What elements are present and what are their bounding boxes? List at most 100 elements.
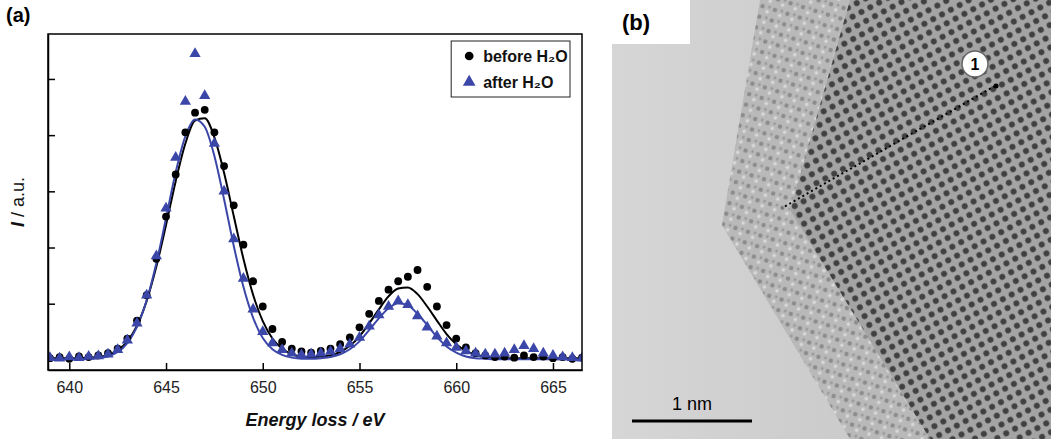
data-point — [489, 348, 500, 358]
data-point — [199, 89, 210, 99]
data-point — [181, 128, 189, 136]
data-point — [93, 349, 104, 359]
data-point — [189, 47, 200, 57]
data-point — [335, 342, 346, 352]
legend-symbol — [463, 75, 476, 86]
x-tick-mark — [553, 363, 555, 370]
y-axis-line — [48, 35, 50, 371]
image-background — [612, 0, 1051, 439]
data-point — [257, 325, 268, 335]
data-point — [218, 185, 229, 195]
data-point — [160, 202, 171, 212]
y-tick-mark — [48, 135, 55, 137]
x-tick-label: 640 — [56, 379, 83, 396]
data-point — [238, 272, 249, 282]
data-point — [567, 351, 578, 361]
y-tick-mark — [48, 191, 55, 193]
data-point — [364, 320, 375, 330]
x-tick: 660 — [443, 363, 470, 396]
legend-entry: before H₂O — [465, 48, 568, 65]
data-point — [356, 323, 364, 331]
data-point — [230, 201, 238, 209]
data-point — [451, 341, 462, 351]
x-axis-title: Energy loss / eV — [245, 410, 386, 430]
x-tick-label: 660 — [443, 379, 470, 396]
data-point — [259, 303, 267, 311]
panel-a: (a)640645650655660665Energy loss / eVI /… — [6, 4, 588, 430]
data-point — [325, 345, 336, 355]
data-point — [162, 213, 170, 221]
fit-line — [50, 119, 582, 359]
legend-label: before H₂O — [483, 48, 567, 65]
data-point — [220, 162, 228, 170]
data-point — [210, 128, 218, 136]
y-tick — [48, 248, 55, 249]
data-point — [443, 321, 451, 329]
x-tick-mark — [166, 363, 168, 370]
x-tick: 645 — [153, 363, 180, 396]
panel-label-box — [612, 0, 690, 44]
data-point — [412, 310, 423, 320]
x-axis: 640645650655660665 — [49, 363, 583, 396]
y-tick — [48, 135, 55, 136]
marker-label: 1 — [971, 56, 980, 73]
data-point — [73, 351, 84, 361]
panel-label: (b) — [622, 10, 650, 35]
data-point — [170, 151, 181, 161]
data-point — [509, 343, 520, 353]
data-point — [83, 350, 94, 360]
y-axis — [48, 35, 55, 371]
profile-line — [782, 86, 995, 208]
data-point — [480, 348, 491, 358]
data-point — [344, 338, 355, 348]
series-points — [48, 106, 582, 363]
y-tick — [48, 191, 55, 192]
x-tick: 665 — [540, 363, 567, 396]
data-point — [393, 294, 404, 304]
data-point — [54, 352, 65, 362]
data-point — [172, 171, 180, 179]
data-point — [209, 137, 220, 147]
data-point — [180, 95, 191, 105]
profile-end — [994, 84, 999, 89]
scale-bar-label: 1 nm — [672, 394, 712, 414]
data-point — [538, 347, 549, 357]
data-point — [122, 334, 133, 344]
data-point — [557, 351, 568, 361]
data-point — [112, 343, 123, 353]
data-point — [528, 342, 539, 352]
legend-box — [451, 41, 570, 97]
data-point — [228, 233, 239, 243]
x-tick-mark — [456, 363, 458, 370]
y-tick-mark — [48, 247, 55, 249]
legend-label: after H₂O — [483, 74, 553, 91]
data-point — [423, 283, 431, 291]
data-point — [276, 343, 287, 353]
x-tick: 640 — [56, 363, 83, 396]
data-point — [530, 353, 538, 361]
data-point — [404, 273, 412, 281]
figure: (a)640645650655660665Energy loss / eVI /… — [0, 0, 1051, 439]
data-point — [296, 348, 307, 358]
data-point — [510, 354, 518, 362]
x-tick-label: 665 — [540, 379, 567, 396]
data-point — [267, 337, 278, 347]
legend: before H₂O after H₂O — [451, 41, 570, 97]
x-tick-label: 645 — [153, 379, 180, 396]
x-tick-mark — [69, 363, 71, 370]
y-tick-mark — [48, 303, 55, 305]
data-point — [520, 351, 528, 359]
data-point — [102, 348, 113, 358]
data-point — [141, 289, 152, 299]
data-point — [441, 337, 452, 347]
data-point — [131, 317, 142, 327]
data-point — [64, 351, 75, 361]
data-point — [402, 298, 413, 308]
data-point — [375, 297, 383, 305]
panel-label: (a) — [6, 4, 30, 26]
y-tick-mark — [48, 79, 55, 81]
x-tick-mark — [359, 363, 361, 370]
x-tick-label: 650 — [250, 379, 277, 396]
marker-circle — [962, 51, 988, 77]
x-tick-mark — [263, 363, 265, 370]
